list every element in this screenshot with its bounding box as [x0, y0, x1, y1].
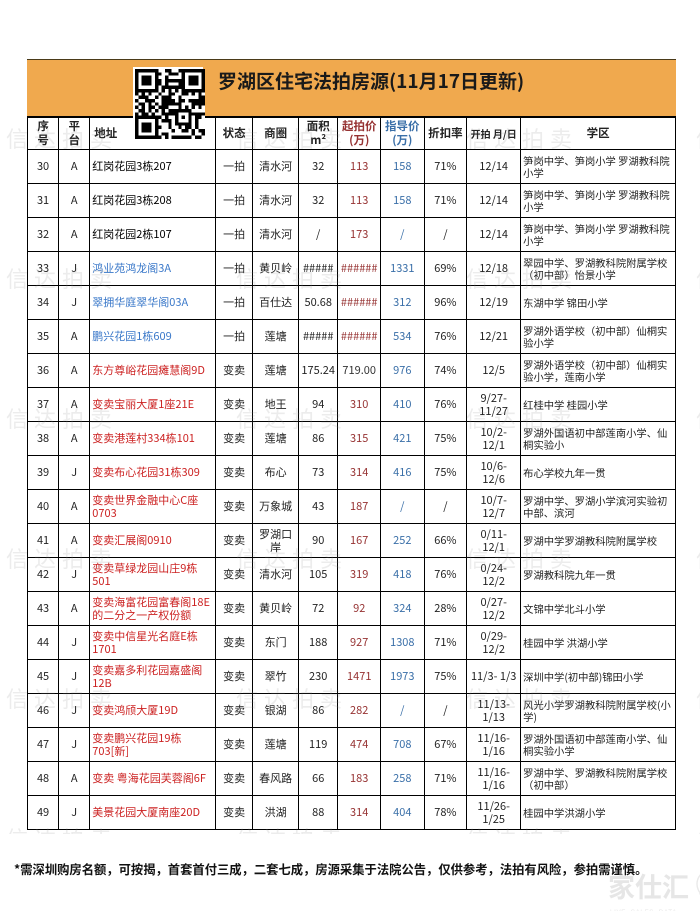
svg-text:家仕汇: 家仕汇 — [608, 867, 689, 905]
